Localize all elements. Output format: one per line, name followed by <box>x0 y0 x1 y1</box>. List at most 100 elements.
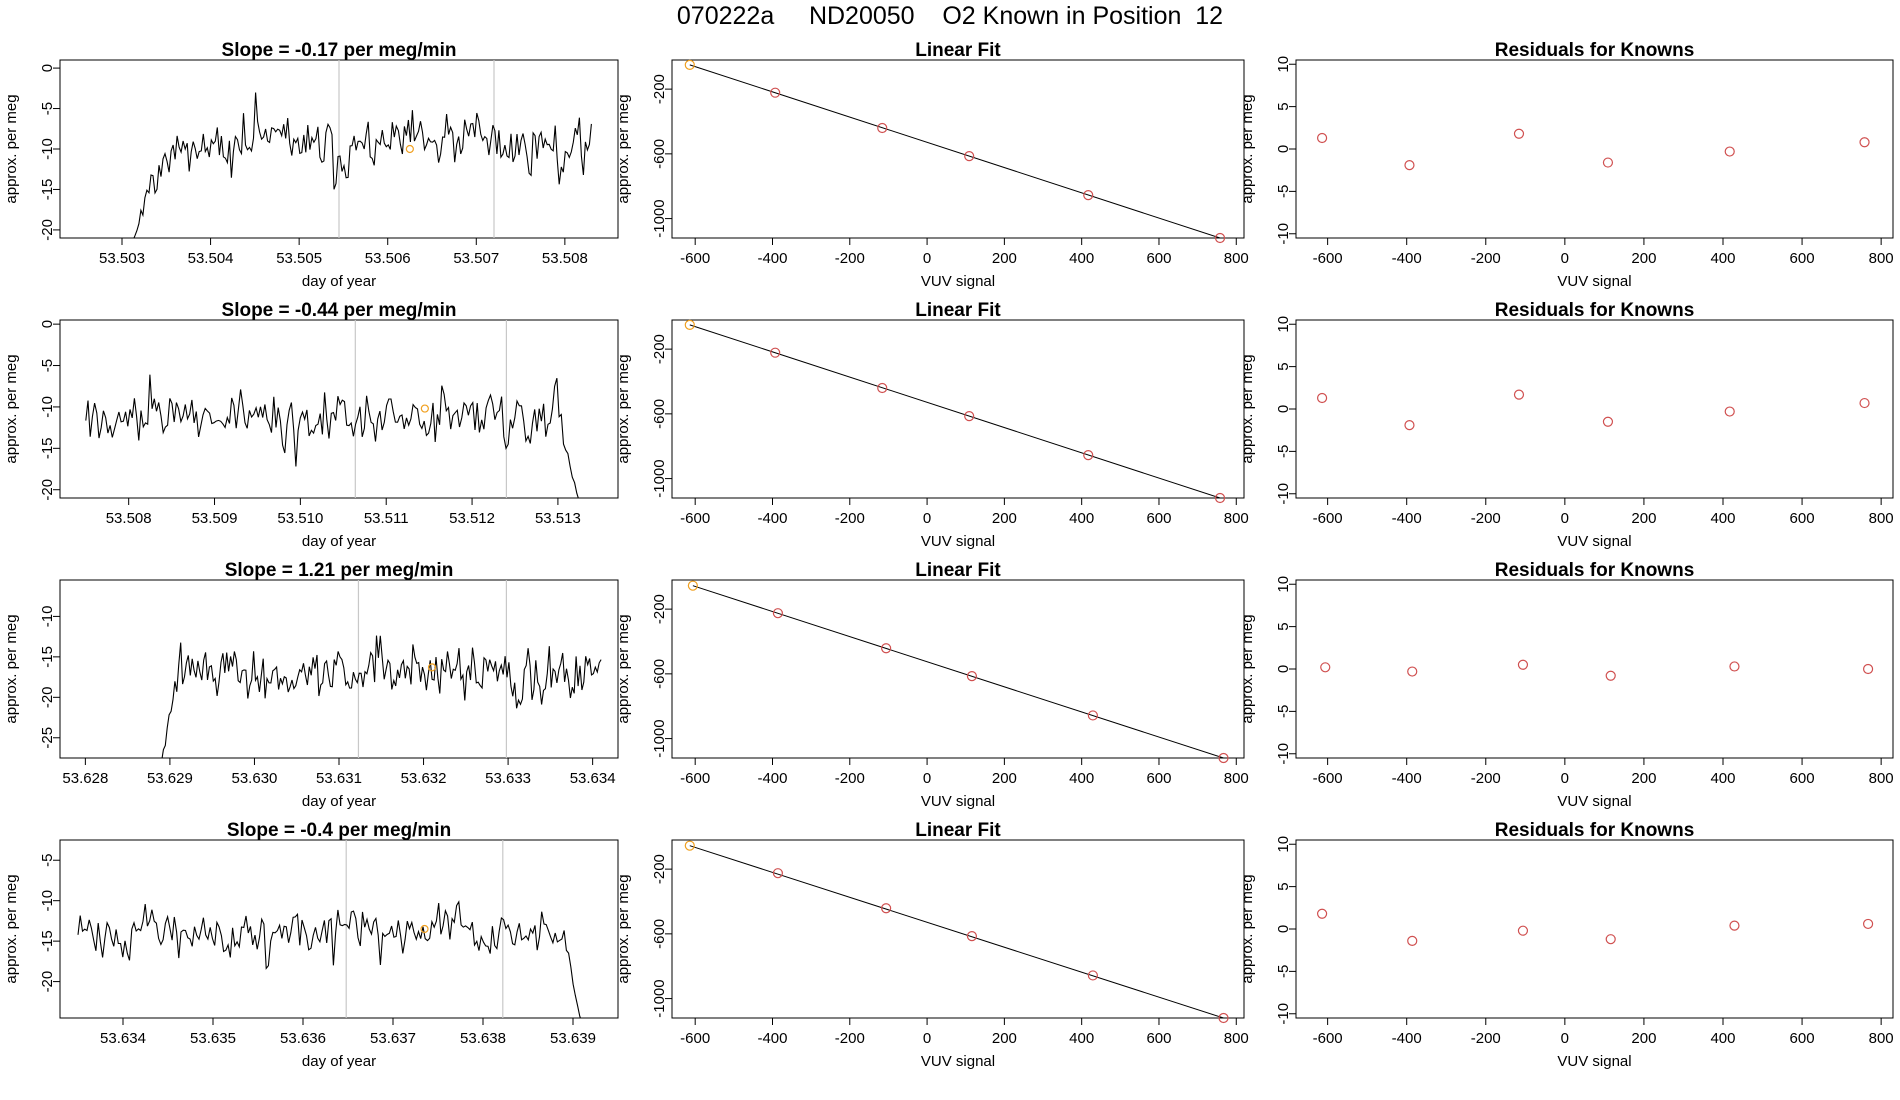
plot-frame <box>671 319 1245 499</box>
x-tick-label: -400 <box>757 770 787 787</box>
x-tick-label: 200 <box>1631 510 1656 527</box>
plot-title: Slope = 1.21 per meg/min <box>225 560 454 581</box>
plot-title: Linear Fit <box>915 560 1001 581</box>
x-tick-label: 600 <box>1146 250 1171 267</box>
plot-title: Slope = -0.4 per meg/min <box>227 820 451 841</box>
plot-frame <box>1295 579 1894 759</box>
x-tick-label: 600 <box>1790 250 1815 267</box>
x-axis-label: day of year <box>302 1053 376 1070</box>
data-point <box>1724 146 1735 157</box>
x-tick-label: 400 <box>1069 510 1094 527</box>
data-point <box>964 151 975 162</box>
data-point <box>1862 918 1874 930</box>
x-tick-label: -200 <box>835 250 865 267</box>
x-tick-label: 53.634 <box>570 770 616 787</box>
x-axis-label: day of year <box>302 273 376 290</box>
x-tick-label: -600 <box>680 770 710 787</box>
y-axis-label: approx. per meg <box>1239 614 1256 723</box>
x-tick-label: -200 <box>835 770 865 787</box>
y-tick-label: 5 <box>1275 882 1292 890</box>
y-tick-label: -1000 <box>651 979 668 1017</box>
data-point <box>1605 934 1616 945</box>
y-tick-label: -15 <box>39 437 56 459</box>
data-point <box>881 903 892 914</box>
data-point <box>964 411 975 422</box>
x-tick-label: 800 <box>1869 250 1894 267</box>
plot-frame <box>671 839 1245 1019</box>
x-axis-label: VUV signal <box>1557 533 1631 550</box>
x-tick-label: 400 <box>1710 770 1735 787</box>
x-tick-label: 400 <box>1069 770 1094 787</box>
data-point <box>1214 232 1226 244</box>
x-tick-label: -400 <box>757 1030 787 1047</box>
x-tick-label: -200 <box>835 510 865 527</box>
y-tick-label: 0 <box>39 320 56 328</box>
y-tick-label: -10 <box>39 396 56 418</box>
y-tick-label: -10 <box>39 138 56 160</box>
y-axis-label: approx. per meg <box>615 614 632 723</box>
x-tick-label: 0 <box>1561 250 1569 267</box>
data-point <box>1218 1012 1229 1024</box>
x-tick-label: 53.631 <box>316 770 362 787</box>
x-tick-label: 53.508 <box>542 250 588 267</box>
y-tick-label: -10 <box>1275 223 1292 245</box>
x-tick-label: 53.634 <box>100 1030 146 1047</box>
x-tick-label: 53.637 <box>370 1030 416 1047</box>
plot-title: Residuals for Knowns <box>1495 560 1695 581</box>
y-tick-label: 10 <box>1275 56 1292 73</box>
data-point <box>1859 397 1870 409</box>
y-tick-label: -5 <box>1275 445 1292 458</box>
x-tick-label: 53.510 <box>277 510 323 527</box>
data-point <box>1320 662 1331 673</box>
x-axis-label: day of year <box>302 533 376 550</box>
plot-title: Linear Fit <box>915 820 1001 841</box>
x-tick-label: 53.632 <box>401 770 447 787</box>
x-tick-label: 800 <box>1224 1030 1249 1047</box>
x-tick-label: 800 <box>1224 250 1249 267</box>
highlight-point <box>427 663 437 672</box>
y-tick-label: 5 <box>1275 622 1292 630</box>
y-axis-label: approx. per meg <box>615 874 632 983</box>
x-tick-label: 53.503 <box>99 250 145 267</box>
y-tick-label: -1000 <box>651 459 668 497</box>
x-tick-label: -600 <box>1313 770 1343 787</box>
data-point <box>1407 666 1418 677</box>
x-tick-label: 600 <box>1790 510 1815 527</box>
x-axis-label: VUV signal <box>921 273 995 290</box>
y-tick-label: -10 <box>1275 743 1292 765</box>
x-tick-label: -400 <box>757 510 787 527</box>
data-point <box>1729 920 1740 931</box>
data-point <box>1218 752 1229 764</box>
x-tick-label: 53.507 <box>453 250 499 267</box>
y-axis-label: approx. per meg <box>1239 94 1256 203</box>
y-tick-label: 0 <box>1275 405 1292 413</box>
plot-title: Slope = -0.17 per meg/min <box>222 40 457 61</box>
fit-line <box>689 324 1221 498</box>
x-axis-label: VUV signal <box>1557 1053 1631 1070</box>
plot-title: Linear Fit <box>915 300 1001 321</box>
y-tick-label: -20 <box>39 479 56 501</box>
data-point <box>1513 389 1525 400</box>
x-tick-label: 53.628 <box>62 770 108 787</box>
x-tick-label: 0 <box>923 510 931 527</box>
y-axis-label: approx. per meg <box>1239 354 1256 463</box>
x-tick-label: -200 <box>1471 1030 1501 1047</box>
data-point <box>1316 908 1328 919</box>
x-tick-label: 400 <box>1710 250 1735 267</box>
x-axis-label: VUV signal <box>1557 273 1631 290</box>
plot-frame <box>59 319 619 499</box>
data-series-line <box>133 92 592 238</box>
y-tick-label: -10 <box>39 606 56 628</box>
y-tick-label: -5 <box>39 102 56 115</box>
data-point <box>1407 935 1418 946</box>
x-tick-label: 800 <box>1869 1030 1894 1047</box>
y-tick-label: -10 <box>1275 1003 1292 1025</box>
data-point <box>1316 132 1328 144</box>
x-tick-label: 600 <box>1790 1030 1815 1047</box>
data-series-line <box>77 900 582 1018</box>
data-point <box>1404 420 1415 431</box>
data-point <box>1602 157 1614 168</box>
data-point <box>966 931 978 942</box>
y-axis-label: approx. per meg <box>1239 874 1256 983</box>
data-point <box>772 608 783 619</box>
